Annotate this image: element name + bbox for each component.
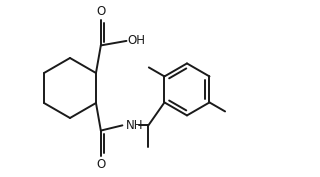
Text: O: O xyxy=(96,158,106,171)
Text: O: O xyxy=(96,5,106,18)
Text: NH: NH xyxy=(125,119,143,132)
Text: OH: OH xyxy=(127,34,146,47)
